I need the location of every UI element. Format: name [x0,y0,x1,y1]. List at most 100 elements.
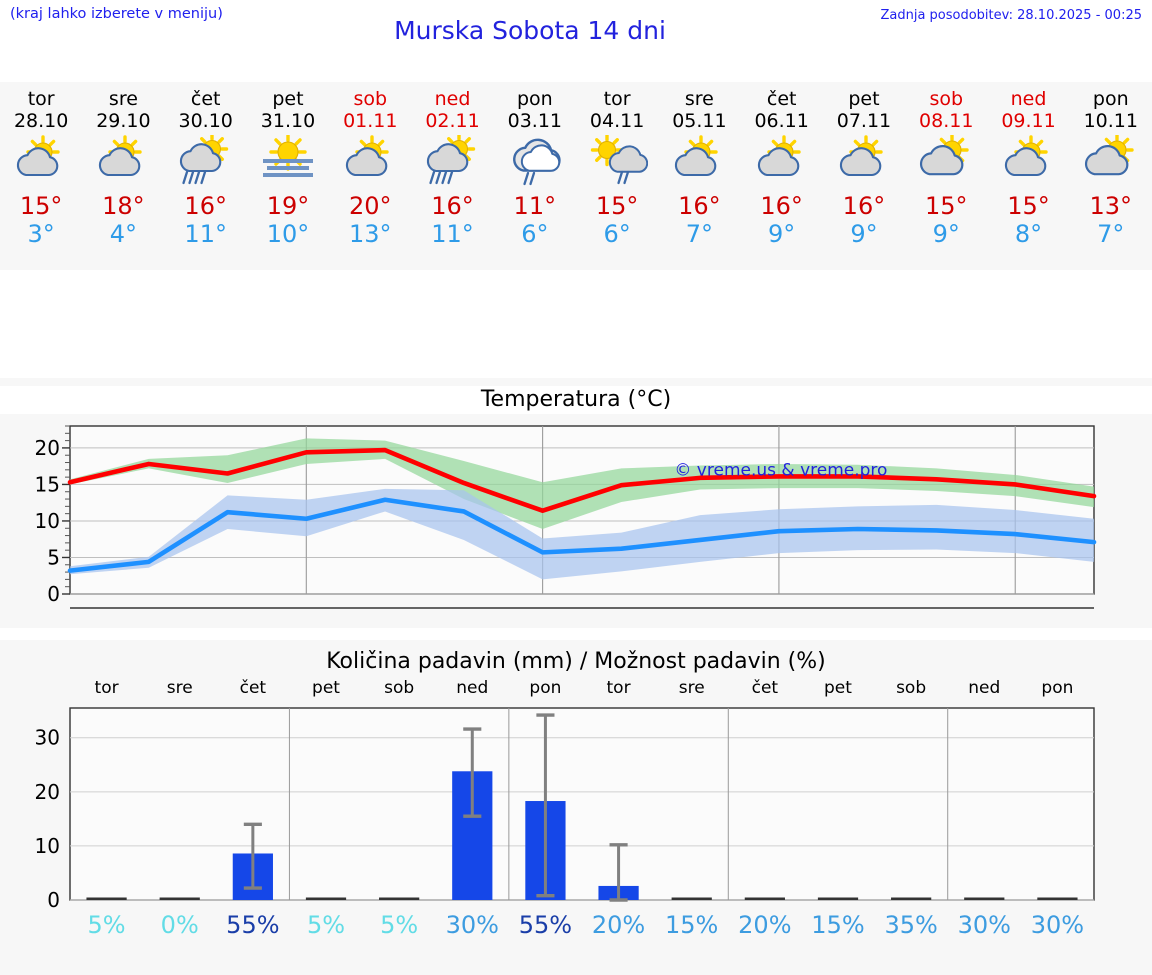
day-column[interactable]: ned 02.11 16° 11° [411,82,493,270]
precipitation-day-label: pon [1041,678,1074,698]
sun-cloud-icon [833,135,895,187]
day-name: pon [1092,88,1129,110]
day-date: 28.10 [13,110,69,132]
precipitation-probability-row: 5% 0% 55% 5% 5% 30% 55% 20% 15% 20% 15% 35% 30% 30% [70,908,1094,942]
svg-text:© vreme.us & vreme.pro: © vreme.us & vreme.pro [674,461,887,481]
sun-cloud-rain-icon [422,135,484,187]
day-date: 09.11 [1001,110,1056,132]
day-column[interactable]: čet 30.10 16° 11° [165,82,247,270]
precipitation-probability: 5% [380,911,419,939]
day-date: 29.10 [96,110,151,132]
sun-cloud-rain-icon [175,135,237,187]
day-name: pon [516,88,553,110]
svg-text:0: 0 [47,888,60,912]
day-min-temp: 7° [1097,220,1125,248]
day-max-temp: 20° [348,192,392,220]
day-max-temp: 15° [1007,192,1050,220]
day-name: sob [353,88,388,110]
day-column[interactable]: ned 09.11 15° 8° [987,82,1069,270]
day-column[interactable]: tor 04.11 15° 6° [576,82,658,270]
day-column[interactable]: sre 05.11 16° 7° [658,82,740,270]
day-column[interactable]: sob 08.11 15° 9° [905,82,987,270]
precipitation-probability: 35% [884,911,938,939]
precipitation-day-label: sre [166,678,193,698]
day-max-temp: 16° [184,192,227,220]
day-min-temp: 6° [521,220,549,248]
day-name: ned [1010,88,1047,110]
menu-hint-label[interactable]: (kraj lahko izberete v meniju) [10,6,223,22]
day-min-temp: 8° [1014,220,1043,248]
day-column[interactable]: pet 07.11 16° 9° [823,82,905,270]
precipitation-probability: 15% [665,911,719,939]
precipitation-day-label: pet [824,678,852,698]
day-name: sre [684,88,714,110]
svg-text:10: 10 [35,834,60,858]
day-column[interactable]: sre 29.10 18° 4° [82,82,164,270]
day-min-temp: 11° [431,220,474,248]
precipitation-probability: 30% [445,911,499,939]
day-column[interactable]: sob 01.11 20° 13° [329,82,411,270]
precipitation-day-label: čet [239,678,267,698]
day-date: 02.11 [425,110,480,132]
precipitation-day-label: pet [312,678,340,698]
svg-text:0: 0 [47,582,60,606]
day-date: 07.11 [836,110,892,132]
day-min-temp: 9° [932,220,960,248]
sun-cloud-icon [339,135,401,187]
precipitation-probability: 15% [811,911,865,939]
sun-cloud-icon [668,135,730,187]
day-max-temp: 16° [760,192,803,220]
day-date: 05.11 [672,110,727,132]
cloud-rain-icon [504,135,566,187]
precipitation-chart-title: Količina padavin (mm) / Možnost padavin … [326,649,826,674]
day-max-temp: 15° [595,192,639,220]
precipitation-day-labels: tor sre čet pet sob ned pon tor sre čet pet sob ned p… [70,676,1094,700]
precipitation-day-label: ned [968,678,1001,698]
day-date: 10.11 [1083,110,1138,132]
day-max-temp: 13° [1089,192,1133,220]
precipitation-probability: 5% [87,911,126,939]
precipitation-chart-plot: 0 10 20 30 [0,700,1152,915]
temperature-chart-block: Temperatura (°C) 0 5 10 15 20 © vreme.us & vr… [0,378,1152,628]
page-title: Murska Sobota 14 dni [394,16,666,45]
day-max-temp: 16° [678,192,721,220]
sun-cloud-drizzle-icon [586,135,649,187]
day-name: sre [108,88,138,110]
day-min-temp: 13° [348,220,392,248]
precipitation-probability: 0% [160,911,199,939]
precipitation-day-label: čet [751,678,779,698]
svg-text:15: 15 [35,472,60,496]
day-column[interactable]: tor 28.10 15° 3° [0,82,82,270]
day-column[interactable]: pet 31.10 19° 10° [247,82,329,270]
sun-fog-icon [257,135,319,187]
precipitation-day-label: tor [94,678,119,698]
precipitation-day-label: sob [896,678,927,698]
sun-cloud-icon [998,135,1060,187]
day-name: čet [190,88,221,110]
day-column[interactable]: čet 06.11 16° 9° [741,82,823,270]
svg-text:5: 5 [47,545,60,569]
day-max-temp: 15° [19,192,63,220]
sun-cloud-icon [751,135,813,187]
precipitation-probability: 55% [518,911,573,939]
day-min-temp: 9° [768,220,796,248]
day-max-temp: 16° [842,192,886,220]
day-min-temp: 3° [27,220,55,248]
day-date: 01.11 [343,110,398,132]
day-name: tor [603,88,631,110]
temperature-chart-title: Temperatura (°C) [0,386,1152,414]
day-name: sob [929,88,964,110]
day-max-temp: 15° [924,192,968,220]
day-max-temp: 19° [266,192,310,220]
day-column[interactable]: pon 10.11 13° 7° [1070,82,1152,270]
svg-text:30: 30 [35,726,60,750]
last-updated-label: Zadnja posodobitev: 28.10.2025 - 00:25 [880,8,1142,23]
day-min-temp: 7° [685,220,714,248]
temperature-chart-plot: 0 5 10 15 20 © vreme.us & vreme.pro [0,416,1152,621]
sun-cloud-icon [10,135,72,187]
day-min-temp: 9° [850,220,878,248]
day-min-temp: 6° [603,220,631,248]
day-column[interactable]: pon 03.11 11° 6° [494,82,576,270]
day-min-temp: 11° [184,220,227,248]
